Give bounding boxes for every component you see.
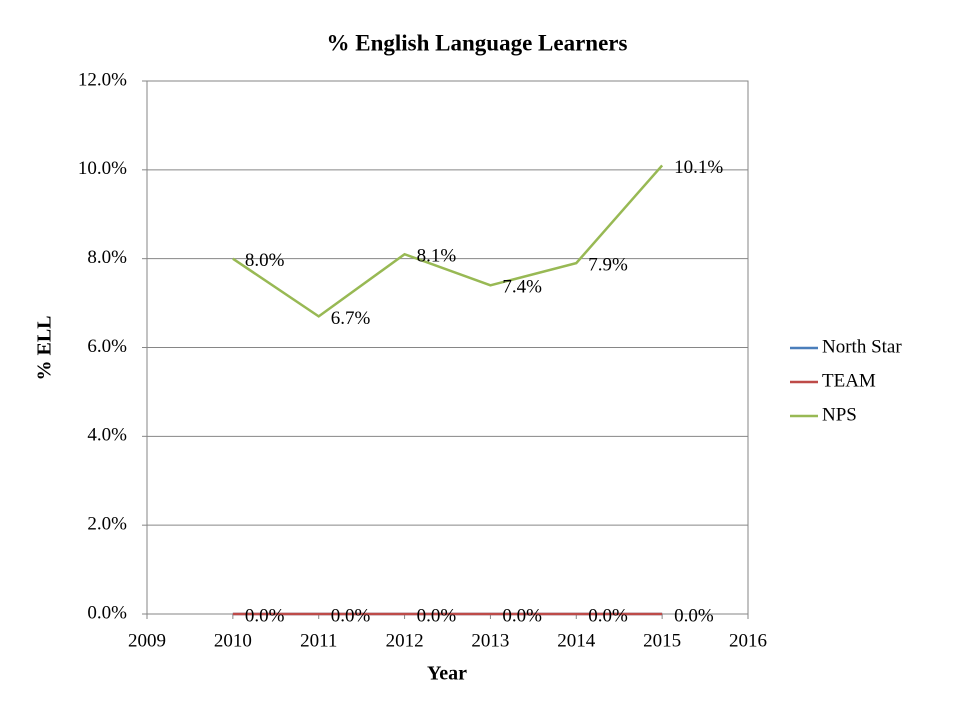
y-tick-label: 10.0% bbox=[78, 158, 127, 179]
data-label: 6.7% bbox=[331, 308, 371, 329]
data-label: 10.1% bbox=[674, 157, 723, 178]
y-tick-label: 4.0% bbox=[87, 425, 127, 446]
x-tick-label: 2016 bbox=[729, 630, 767, 651]
series-line bbox=[232, 164, 664, 318]
y-tick-label: 0.0% bbox=[87, 602, 127, 623]
y-tick-label: 12.0% bbox=[78, 69, 127, 90]
x-tick-label: 2012 bbox=[386, 630, 424, 651]
x-tick-label: 2014 bbox=[557, 630, 596, 651]
data-label: 8.0% bbox=[245, 250, 285, 271]
data-label: 0.0% bbox=[674, 605, 714, 626]
data-label: 8.1% bbox=[417, 246, 457, 267]
y-tick-label: 2.0% bbox=[87, 514, 127, 535]
x-axis-title: Year bbox=[427, 663, 467, 685]
y-tick-label: 8.0% bbox=[87, 247, 127, 268]
y-axis-title: % ELL bbox=[34, 315, 56, 380]
x-tick-label: 2010 bbox=[214, 630, 252, 651]
data-label: 0.0% bbox=[245, 605, 285, 626]
legend-label: NPS bbox=[822, 404, 857, 425]
chart-title: % English Language Learners bbox=[327, 30, 628, 55]
data-label: 0.0% bbox=[331, 605, 371, 626]
x-tick-label: 2009 bbox=[128, 630, 166, 651]
legend-label: TEAM bbox=[822, 370, 876, 391]
x-tick-label: 2013 bbox=[471, 630, 509, 651]
x-tick-label: 2015 bbox=[643, 630, 681, 651]
legend-label: North Star bbox=[822, 336, 902, 357]
x-tick-label: 2011 bbox=[300, 630, 337, 651]
data-label: 7.4% bbox=[502, 277, 542, 298]
data-label: 0.0% bbox=[417, 605, 457, 626]
data-label: 0.0% bbox=[588, 605, 628, 626]
data-label: 0.0% bbox=[502, 605, 542, 626]
data-label: 7.9% bbox=[588, 254, 628, 275]
y-tick-label: 6.0% bbox=[87, 336, 127, 357]
